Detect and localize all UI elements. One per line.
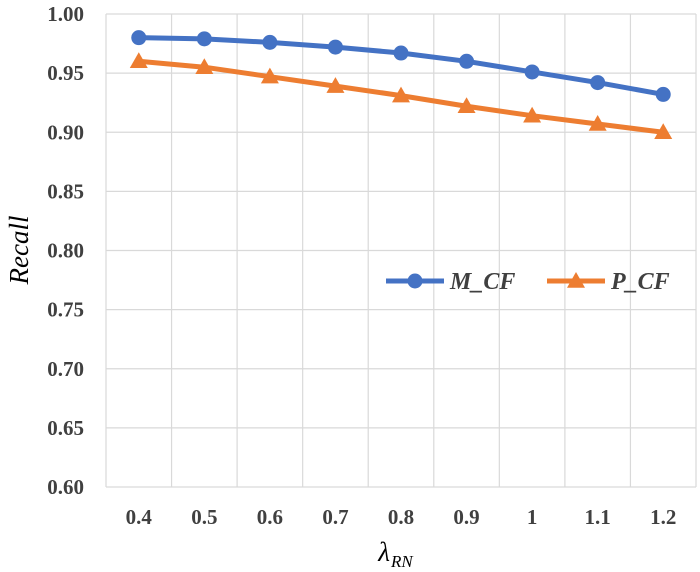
legend-item: P_CF xyxy=(547,269,670,295)
x-tick-label: 1.1 xyxy=(585,505,611,529)
y-tick-label: 0.75 xyxy=(47,298,84,322)
legend-label: P_CF xyxy=(610,269,670,295)
data-point xyxy=(590,75,606,91)
x-tick-label: 1 xyxy=(527,505,538,529)
x-tick-label: 0.9 xyxy=(453,505,479,529)
y-tick-label: 0.90 xyxy=(47,120,84,144)
data-point xyxy=(588,114,607,131)
x-tick-label: 0.5 xyxy=(191,505,217,529)
data-point xyxy=(195,58,214,74)
data-point xyxy=(326,77,345,93)
y-tick-labels: 0.60 0.65 0.70 0.75 0.80 0.85 0.90 0.95 1.00 xyxy=(47,2,84,499)
series-m-cf xyxy=(131,30,671,102)
data-point xyxy=(524,64,540,80)
y-tick-label: 0.65 xyxy=(47,416,84,440)
series-p-cf xyxy=(129,52,673,139)
data-point xyxy=(262,34,278,50)
data-point xyxy=(457,97,476,113)
y-tick-label: 0.80 xyxy=(47,239,84,263)
x-axis-label-subscript: RN xyxy=(390,552,414,571)
data-point xyxy=(392,86,410,103)
legend-marker xyxy=(407,273,423,289)
x-tick-label: 1.2 xyxy=(650,505,676,529)
y-tick-label: 1.00 xyxy=(47,2,84,26)
series-group xyxy=(129,30,673,139)
data-point xyxy=(196,31,212,47)
y-tick-label: 0.95 xyxy=(47,61,84,85)
data-point xyxy=(327,39,343,55)
legend-item: M_CF xyxy=(386,269,515,295)
y-axis-label: Recall xyxy=(4,216,34,286)
legend: M_CF P_CF xyxy=(386,269,670,295)
data-point xyxy=(260,67,279,84)
y-tick-label: 0.85 xyxy=(47,179,84,203)
x-tick-label: 0.6 xyxy=(257,505,283,529)
data-point xyxy=(131,30,147,46)
grid xyxy=(105,13,697,488)
data-point xyxy=(459,53,475,69)
legend-marker xyxy=(567,272,585,288)
legend-label: M_CF xyxy=(449,269,515,295)
data-point xyxy=(523,106,542,123)
data-point xyxy=(655,86,671,102)
data-point xyxy=(393,45,409,61)
y-tick-label: 0.70 xyxy=(47,357,84,381)
x-tick-labels: 0.4 0.5 0.6 0.7 0.8 0.9 1 1.1 1.2 xyxy=(126,505,677,529)
x-axis-label: λ xyxy=(377,537,390,567)
x-tick-label: 0.8 xyxy=(388,505,414,529)
x-tick-label: 0.7 xyxy=(322,505,348,529)
data-point xyxy=(129,52,148,69)
y-tick-label: 0.60 xyxy=(47,475,84,499)
x-tick-label: 0.4 xyxy=(126,505,153,529)
data-point xyxy=(654,123,673,139)
